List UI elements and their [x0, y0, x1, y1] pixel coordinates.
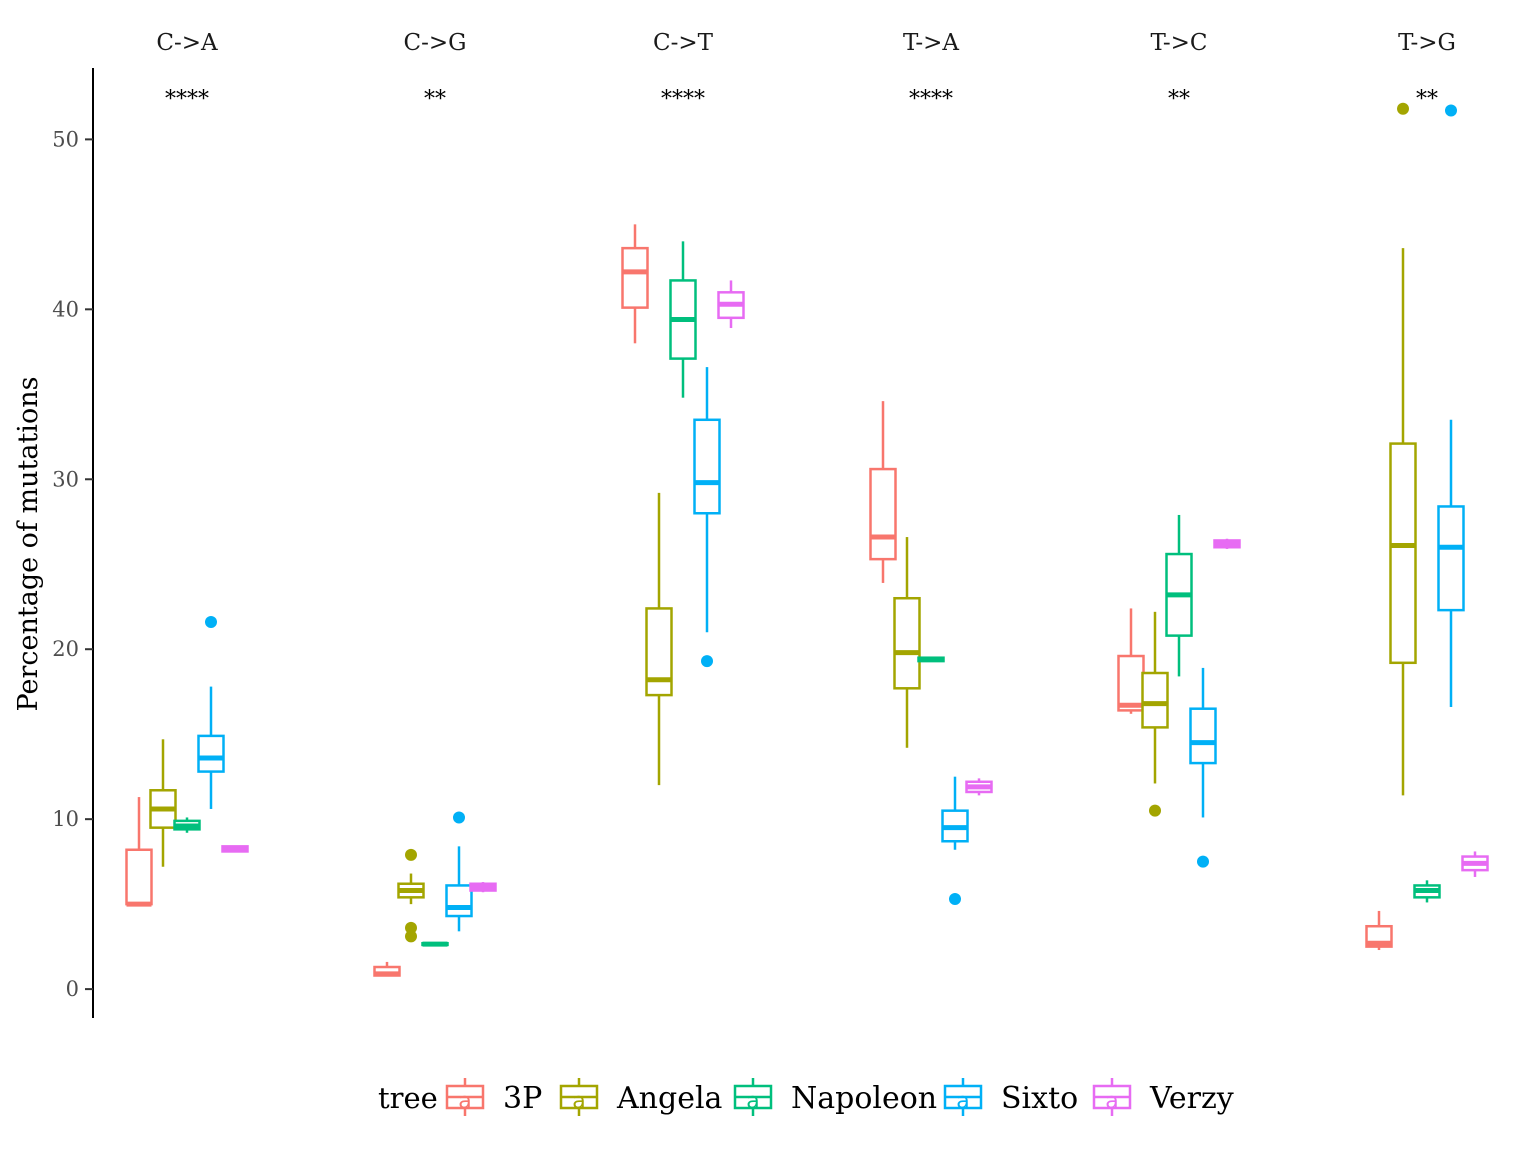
box-rect	[1117, 654, 1145, 712]
significance-label: ****	[909, 87, 953, 112]
box-napoleon	[1165, 514, 1193, 677]
legend-entry-napoleon: a Napoleon	[733, 1078, 937, 1116]
significance-label: ****	[661, 87, 705, 112]
box-rect	[1189, 707, 1217, 765]
y-tick-label: 30	[52, 467, 79, 491]
facet-label: T->G	[1398, 30, 1456, 56]
box-sixto	[197, 616, 225, 809]
box-angela	[397, 848, 425, 943]
y-tick-label: 10	[52, 807, 79, 831]
significance-label: **	[424, 87, 446, 112]
facet-label: T->A	[903, 30, 959, 56]
facet-label: T->C	[1150, 30, 1207, 56]
significance-label: **	[1168, 87, 1190, 112]
box-3p	[1117, 608, 1145, 714]
box-napoleon	[421, 941, 449, 947]
box-napoleon	[1413, 880, 1441, 903]
box-angela	[1141, 611, 1169, 817]
significance-label: **	[1416, 87, 1438, 112]
legend: tree a 3P a Angela a Napoleon a Sixto a Verzy	[378, 1078, 1234, 1116]
box-rect	[125, 848, 153, 906]
boxes-layer	[125, 102, 1489, 977]
box-sixto	[941, 776, 969, 906]
box-3p	[1365, 910, 1393, 951]
box-verzy	[717, 280, 745, 329]
box-verzy	[965, 778, 993, 796]
facet-labels: C->A C->G C->T T->A T->C T->G	[156, 30, 1456, 56]
outlier-point	[1149, 804, 1161, 817]
box-rect	[621, 246, 649, 309]
outlier-point	[405, 921, 417, 934]
box-angela	[149, 739, 177, 867]
legend-label: Angela	[616, 1081, 723, 1116]
legend-title: tree	[378, 1081, 438, 1115]
legend-label: 3P	[503, 1081, 542, 1116]
box-3p	[621, 224, 649, 344]
outlier-point	[1397, 102, 1409, 115]
box-rect	[1437, 505, 1465, 612]
box-verzy	[469, 882, 497, 893]
legend-key-glyph: a	[746, 1089, 759, 1114]
box-angela	[1389, 102, 1417, 796]
legend-key-glyph: a	[572, 1089, 585, 1114]
box-rect	[869, 467, 897, 561]
box-sixto	[1189, 667, 1217, 868]
legend-entry-sixto: a Sixto	[943, 1078, 1078, 1116]
outlier-point	[701, 655, 713, 668]
box-angela	[645, 492, 673, 786]
facet-label: C->A	[156, 30, 218, 56]
y-tick-label: 0	[66, 977, 79, 1001]
box-sixto	[1437, 104, 1465, 707]
box-verzy	[221, 845, 249, 853]
legend-entry-3p: a 3P	[445, 1078, 542, 1116]
box-napoleon	[917, 656, 945, 663]
box-napoleon	[669, 241, 697, 398]
box-rect	[893, 596, 921, 690]
legend-key-glyph: a	[1105, 1089, 1118, 1114]
box-3p	[373, 961, 401, 977]
y-tick-label: 20	[52, 637, 79, 661]
box-rect	[693, 418, 721, 515]
significance-labels: **** ** **** **** ** **	[165, 87, 1438, 112]
outlier-point	[949, 893, 961, 906]
box-sixto	[445, 811, 473, 932]
outlier-point	[1445, 104, 1457, 117]
outlier-point	[205, 616, 217, 629]
legend-label: Napoleon	[791, 1081, 937, 1116]
y-tick-label: 50	[52, 127, 79, 151]
box-angela	[893, 537, 921, 748]
legend-entry-angela: a Angela	[559, 1078, 723, 1116]
box-rect	[1141, 671, 1169, 729]
box-napoleon	[173, 817, 201, 833]
outlier-point	[405, 848, 417, 861]
box-verzy	[1213, 538, 1241, 549]
box-verzy	[1461, 851, 1489, 877]
y-axis: 0 10 20 30 40 50	[52, 68, 94, 1018]
legend-label: Sixto	[1001, 1081, 1078, 1116]
facet-label: C->T	[653, 30, 714, 56]
box-3p	[125, 797, 153, 907]
outlier-point	[405, 930, 417, 943]
legend-key-glyph: a	[956, 1089, 969, 1114]
legend-key-glyph: a	[458, 1089, 471, 1114]
box-rect	[1389, 442, 1417, 665]
legend-entries: a 3P a Angela a Napoleon a Sixto a Verzy	[445, 1078, 1234, 1116]
box-rect	[197, 734, 225, 773]
outlier-point	[453, 811, 465, 824]
box-rect	[445, 884, 473, 918]
facet-label: C->G	[403, 30, 466, 56]
outlier-point	[1197, 855, 1209, 868]
box-3p	[869, 401, 897, 583]
legend-entry-verzy: a Verzy	[1092, 1078, 1234, 1116]
significance-label: ****	[165, 87, 209, 112]
legend-label: Verzy	[1149, 1081, 1234, 1116]
y-tick-label: 40	[52, 297, 79, 321]
y-axis-title: Percentage of mutations	[13, 377, 44, 712]
box-sixto	[693, 367, 721, 668]
